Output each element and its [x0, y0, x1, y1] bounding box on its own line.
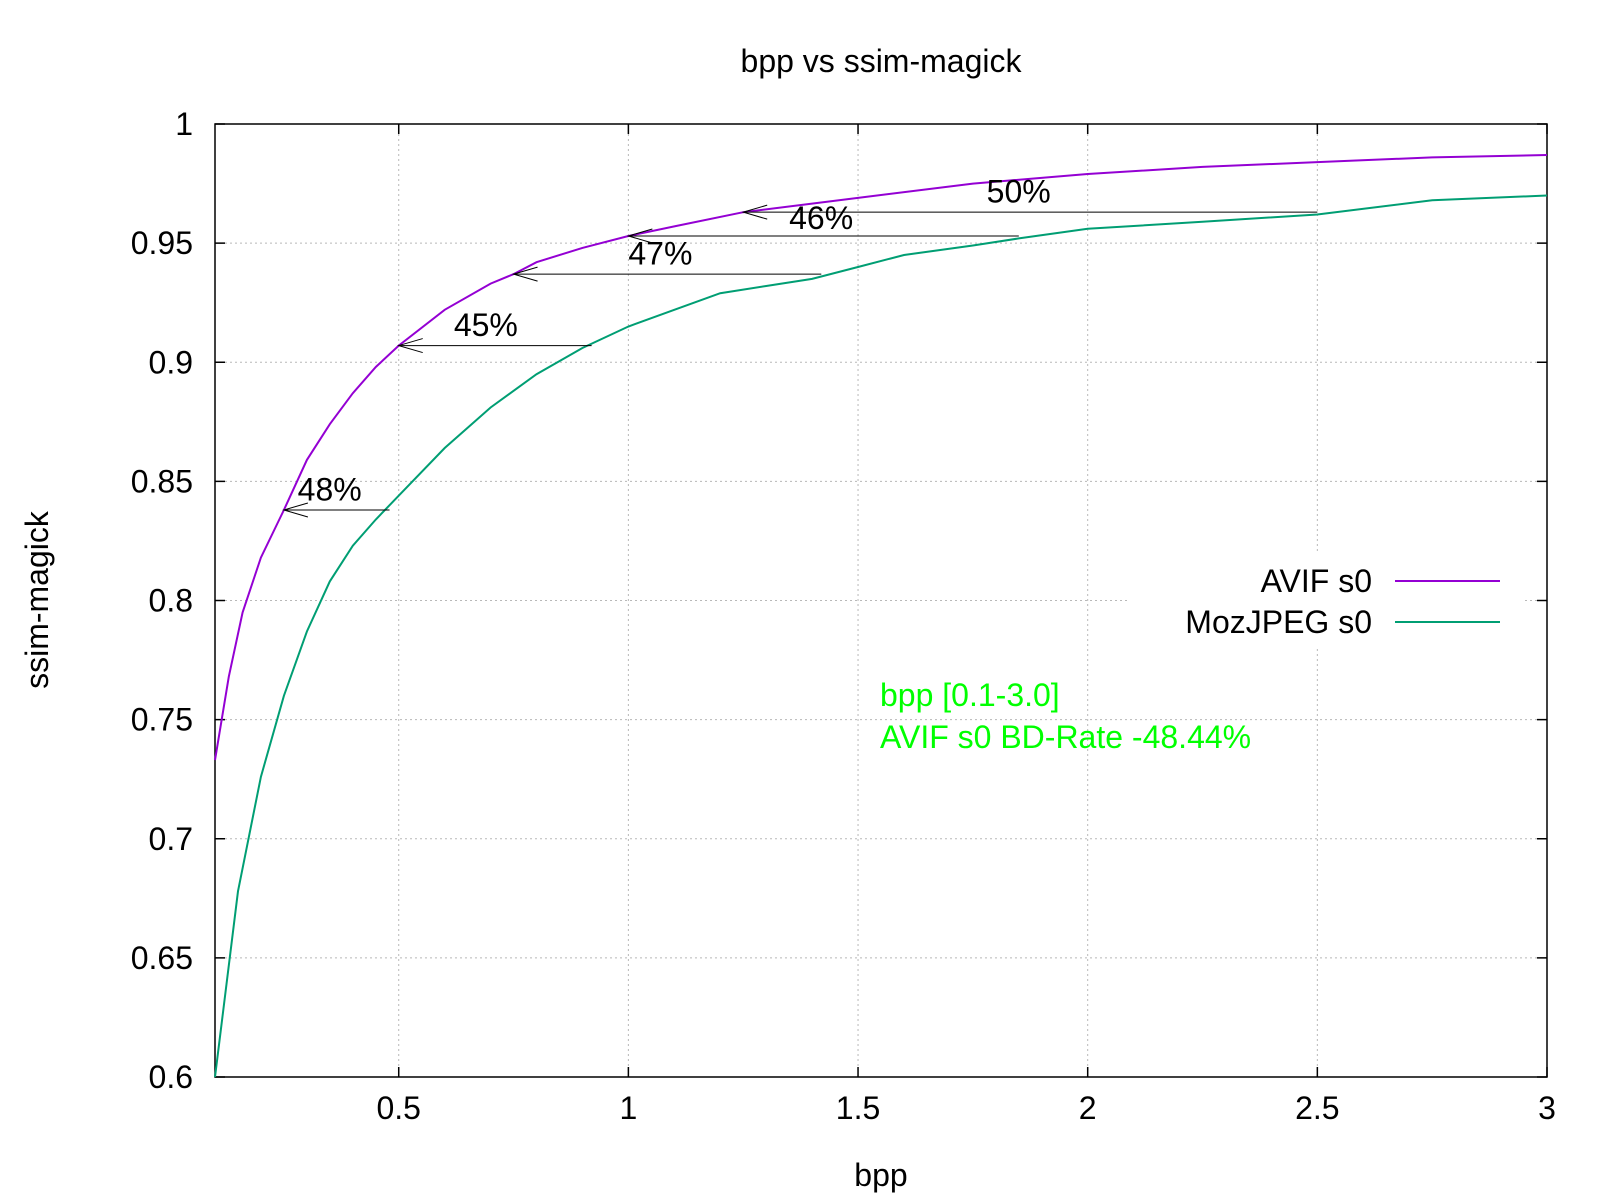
- series-line-avif: [214, 154, 1548, 761]
- y-tick-label: 0.75: [131, 702, 193, 738]
- annotation-label: 45%: [454, 307, 518, 343]
- legend-background: [1130, 552, 1525, 646]
- annotation-arrow-head: [741, 204, 768, 220]
- bd-rate-info: bpp [0.1-3.0] AVIF s0 BD-Rate -48.44%: [880, 677, 1251, 755]
- series-line-mozjpeg: [214, 194, 1548, 1078]
- y-tick-label: 0.7: [149, 821, 193, 857]
- axis-ticks: [215, 123, 1548, 1078]
- legend: AVIF s0 MozJPEG s0: [1130, 552, 1525, 646]
- x-tick-label: 0.5: [376, 1090, 420, 1126]
- info-line-bd-rate: AVIF s0 BD-Rate -48.44%: [880, 719, 1251, 755]
- x-tick-label: 3: [1538, 1090, 1556, 1126]
- annotation-label: 48%: [298, 471, 362, 507]
- annotation-label: 50%: [987, 174, 1051, 210]
- y-tick-label: 0.85: [131, 463, 193, 499]
- y-tick-label: 0.9: [149, 344, 193, 380]
- annotation-label: 46%: [789, 200, 853, 236]
- annotation-arrow-head: [626, 228, 653, 244]
- bd-rate-annotations: 48% 45% 47% 46% 50%: [282, 174, 1318, 518]
- y-tick-label: 0.95: [131, 225, 193, 261]
- y-tick-label: 0.6: [149, 1059, 193, 1095]
- x-tick-label: 1: [619, 1090, 637, 1126]
- y-tick-labels: 0.6 0.65 0.7 0.75 0.8 0.85 0.9 0.95 1: [131, 106, 193, 1095]
- y-tick-label: 0.8: [149, 583, 193, 619]
- chart-title: bpp vs ssim-magick: [741, 43, 1023, 79]
- legend-label-mozjpeg: MozJPEG s0: [1185, 604, 1372, 640]
- y-tick-label: 1: [175, 106, 193, 142]
- y-axis-label: ssim-magick: [19, 510, 55, 689]
- annotation-label: 47%: [628, 236, 692, 272]
- annotation-arrow-head: [396, 338, 423, 354]
- x-tick-label: 2: [1079, 1090, 1097, 1126]
- x-tick-label: 1.5: [836, 1090, 880, 1126]
- x-tick-label: 2.5: [1295, 1090, 1339, 1126]
- x-tick-labels: 0.5 1 1.5 2 2.5 3: [376, 1090, 1555, 1126]
- y-tick-label: 0.65: [131, 940, 193, 976]
- annotation-arrow-head: [511, 266, 538, 282]
- legend-label-avif: AVIF s0: [1261, 563, 1372, 599]
- info-line-range: bpp [0.1-3.0]: [880, 677, 1060, 713]
- annotation-arrow-head: [282, 502, 309, 518]
- x-axis-label: bpp: [854, 1157, 907, 1193]
